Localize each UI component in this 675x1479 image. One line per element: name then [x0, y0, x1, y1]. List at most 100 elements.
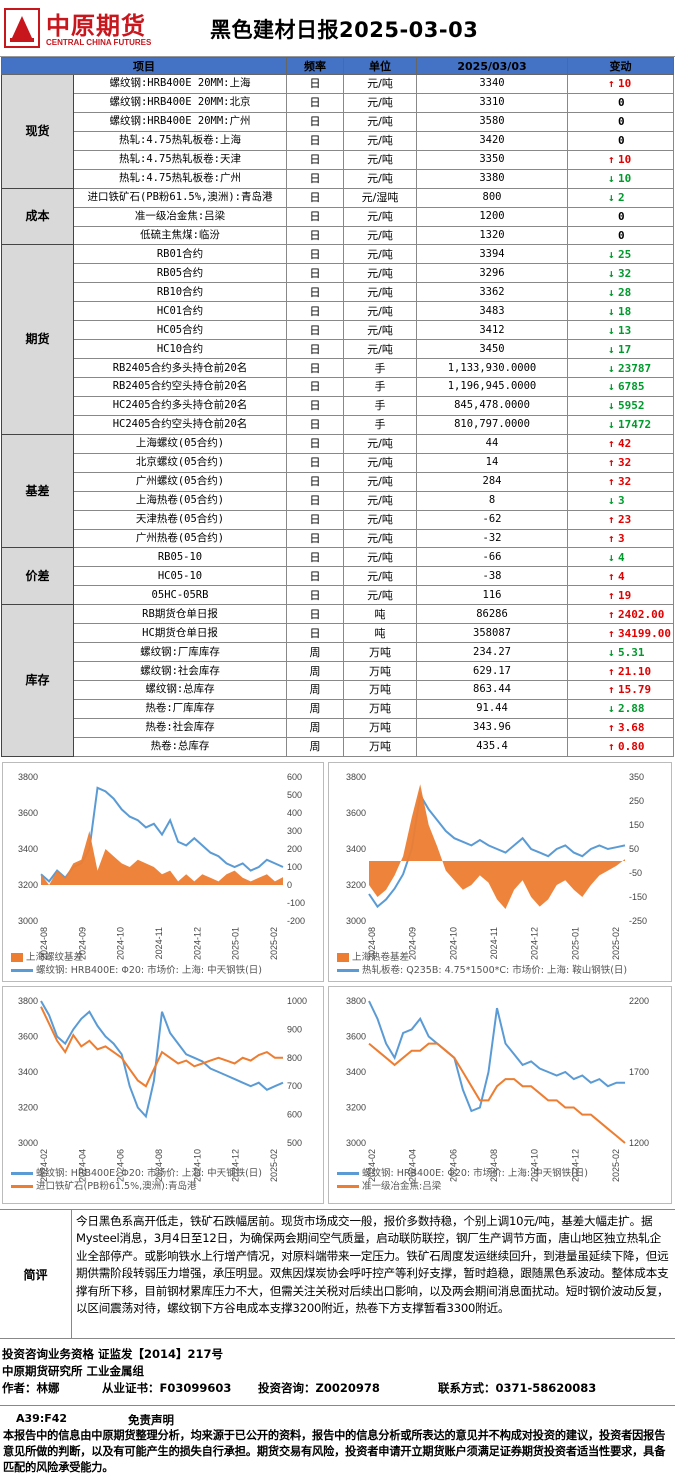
unit-cell: 元/吨 — [343, 206, 417, 227]
chart-legend: 上海螺纹基差 螺纹钢: HRB400E: Φ20: 市场价: 上海: 中天钢铁(日… — [11, 951, 321, 977]
table-row: 广州热卷(05合约) 日元/吨 -32 ↑ 3 — [2, 528, 674, 549]
y-tick-right: 200 — [287, 844, 302, 854]
series-line — [368, 1042, 626, 1144]
unit-cell: 元/吨 — [343, 452, 417, 473]
chart-svg: 3800 3600 3400 3200 3000 350 250 150 50 -50 -150 -2… — [346, 772, 647, 960]
table-row: 热卷:社会库存周万吨 343.96 ↑ 3.68 — [2, 717, 674, 738]
table-row: HC10合约日元/吨 3450 ↓ 17 — [2, 339, 674, 360]
change-value: 19 — [618, 588, 632, 602]
y-tick-left: 3200 — [18, 1103, 38, 1113]
value-cell: 234.27 — [416, 642, 568, 663]
x-tick: 2024-12 — [570, 1149, 580, 1182]
change-cell: ↓ 25 — [567, 244, 674, 265]
change-cell: ↑ 3 — [567, 528, 674, 549]
arrow-down-icon: ↓ — [608, 550, 615, 564]
arrow-up-icon: ↑ — [608, 531, 615, 545]
change-cell: ↓ 5.31 — [567, 642, 674, 663]
disclaimer-section: A39:F42 免责声明 本报告中的信息由中原期货整理分析，均来源于已公开的资料… — [0, 1405, 675, 1479]
series-line — [40, 1000, 284, 1119]
legend-label: 热轧板卷: Q235B: 4.75*1500*C: 市场价: 上海: 鞍山钢铁(… — [362, 965, 628, 976]
unit-cell: 万吨 — [343, 642, 417, 663]
change-cell: ↑ 21.10 — [567, 661, 674, 681]
item-cell: RB2405合约多头持仓前20名 — [73, 358, 287, 378]
change-value: 10 — [618, 172, 632, 186]
y-tick-right: 500 — [287, 1138, 302, 1148]
table-row: 期货 RB01合约日元/吨 3394 ↓ 25 — [1, 244, 674, 435]
institute-line: 中原期货研究所 工业金属组 — [2, 1364, 145, 1378]
item-cell: HC05合约 — [73, 320, 287, 341]
y-tick-right: 300 — [287, 826, 302, 836]
unit-cell: 元/吨 — [343, 149, 417, 170]
x-tick: 2025-02 — [269, 927, 279, 960]
legend-label: 螺纹钢: HRB400E: Φ20: 市场价: 上海: 中天钢铁(日) — [362, 1168, 588, 1179]
value-cell: 1320 — [416, 225, 568, 246]
y-tick-right: 250 — [629, 796, 644, 806]
col-header-unit: 单位 — [343, 57, 417, 75]
y-tick-left: 3800 — [346, 996, 366, 1006]
change-cell: ↑ 32 — [567, 452, 674, 473]
arrow-down-icon: ↓ — [608, 494, 615, 508]
chart-legend: 上海热卷基差 热轧板卷: Q235B: 4.75*1500*C: 市场价: 上海:… — [337, 951, 669, 977]
item-cell: 螺纹钢:HRB400E 20MM:上海 — [73, 74, 287, 94]
frequency-cell: 日 — [286, 433, 344, 454]
contact-phone: 联系方式：0371-58620083 — [438, 1381, 597, 1395]
change-value: 17 — [618, 342, 632, 356]
y-tick-left: 3800 — [18, 996, 38, 1006]
author-name: 作者：林娜 — [2, 1381, 60, 1395]
table-row: 05HC-05RB 日元/吨 116 ↑ 19 — [2, 585, 674, 606]
y-tick-left: 3400 — [18, 844, 38, 854]
unit-cell: 元/吨 — [343, 244, 417, 265]
x-tick: 2024-02 — [367, 1149, 377, 1182]
commentary-section: 简评 今日黑色系高开低走，铁矿石跌幅居前。现货市场成交一般，报价多数持稳，个别上… — [0, 1209, 675, 1339]
arrow-down-icon: ↓ — [608, 702, 615, 716]
frequency-cell: 日 — [286, 74, 344, 94]
frequency-cell: 日 — [286, 301, 344, 322]
frequency-cell: 日 — [286, 623, 344, 644]
arrow-up-icon: ↑ — [608, 475, 615, 489]
item-cell: 上海螺纹(05合约) — [73, 433, 287, 454]
table-row: 基差 上海螺纹(05合约) 日元/吨 44 ↑ 42 — [1, 433, 674, 549]
change-cell: ↑ 15.79 — [567, 680, 674, 700]
value-cell: 3450 — [416, 339, 568, 360]
item-cell: RB2405合约空头持仓前20名 — [73, 377, 287, 397]
table-row: 库存 RB期货仓单日报日吨 86286 ↑ 2402.00 — [1, 604, 674, 757]
x-tick: 2024-06 — [448, 1149, 458, 1182]
change-cell: ↑ 34199.00 — [567, 623, 674, 644]
change-value: 3 — [618, 494, 625, 508]
y-tick-left: 3600 — [18, 808, 38, 818]
arrow-up-icon: ↑ — [608, 153, 615, 167]
y-tick-left: 3200 — [346, 1103, 366, 1113]
x-tick: 2025-02 — [611, 1149, 621, 1182]
chart-svg: 3800 3600 3400 3200 3000 600 500 400 300 200 100 0 -… — [18, 772, 305, 960]
item-cell: RB05合约 — [73, 263, 287, 284]
series-area — [41, 831, 283, 885]
unit-cell: 万吨 — [343, 736, 417, 757]
x-tick: 2024-10 — [192, 1149, 202, 1182]
item-cell: HC2405合约多头持仓前20名 — [73, 395, 287, 416]
arrow-up-icon: ↑ — [608, 607, 615, 621]
change-cell: ↓ 18 — [567, 301, 674, 322]
x-tick: 2024-04 — [77, 1149, 87, 1182]
unit-cell: 元/吨 — [343, 168, 417, 189]
change-value: 25 — [618, 247, 632, 261]
change-cell: ↑ 0.80 — [567, 736, 674, 757]
change-cell: ↑ 42 — [567, 433, 674, 454]
frequency-cell: 日 — [286, 395, 344, 416]
disclaimer-title: 免责声明 — [128, 1413, 174, 1427]
item-cell: 05HC-05RB — [73, 585, 287, 606]
change-value: 34199.00 — [618, 626, 671, 640]
table-row: RB10合约日元/吨 3362 ↓ 28 — [2, 282, 674, 303]
chart-area: 3800 3600 3400 3200 3000 600 500 400 300 200 100 0-… — [0, 760, 675, 1206]
arrow-down-icon: ↓ — [608, 380, 615, 394]
change-value: 17472 — [618, 418, 652, 432]
unit-cell: 万吨 — [343, 680, 417, 700]
y-tick-right: 1200 — [629, 1138, 649, 1148]
logo-mark-icon — [4, 8, 40, 48]
change-cell: ↑ 23 — [567, 509, 674, 530]
item-cell: HC01合约 — [73, 301, 287, 322]
value-cell: -62 — [416, 509, 568, 530]
table-row: 北京螺纹(05合约) 日元/吨 14 ↑ 32 — [2, 452, 674, 473]
change-cell: ↓ 4 — [567, 547, 674, 568]
commentary-text: 今日黑色系高开低走，铁矿石跌幅居前。现货市场成交一般，报价多数持稳，个别上调10… — [76, 1214, 669, 1316]
chart-panel-hrc-basis: 3800 3600 3400 3200 3000 350 250 150 50 -50 -150 -2… — [328, 762, 672, 982]
